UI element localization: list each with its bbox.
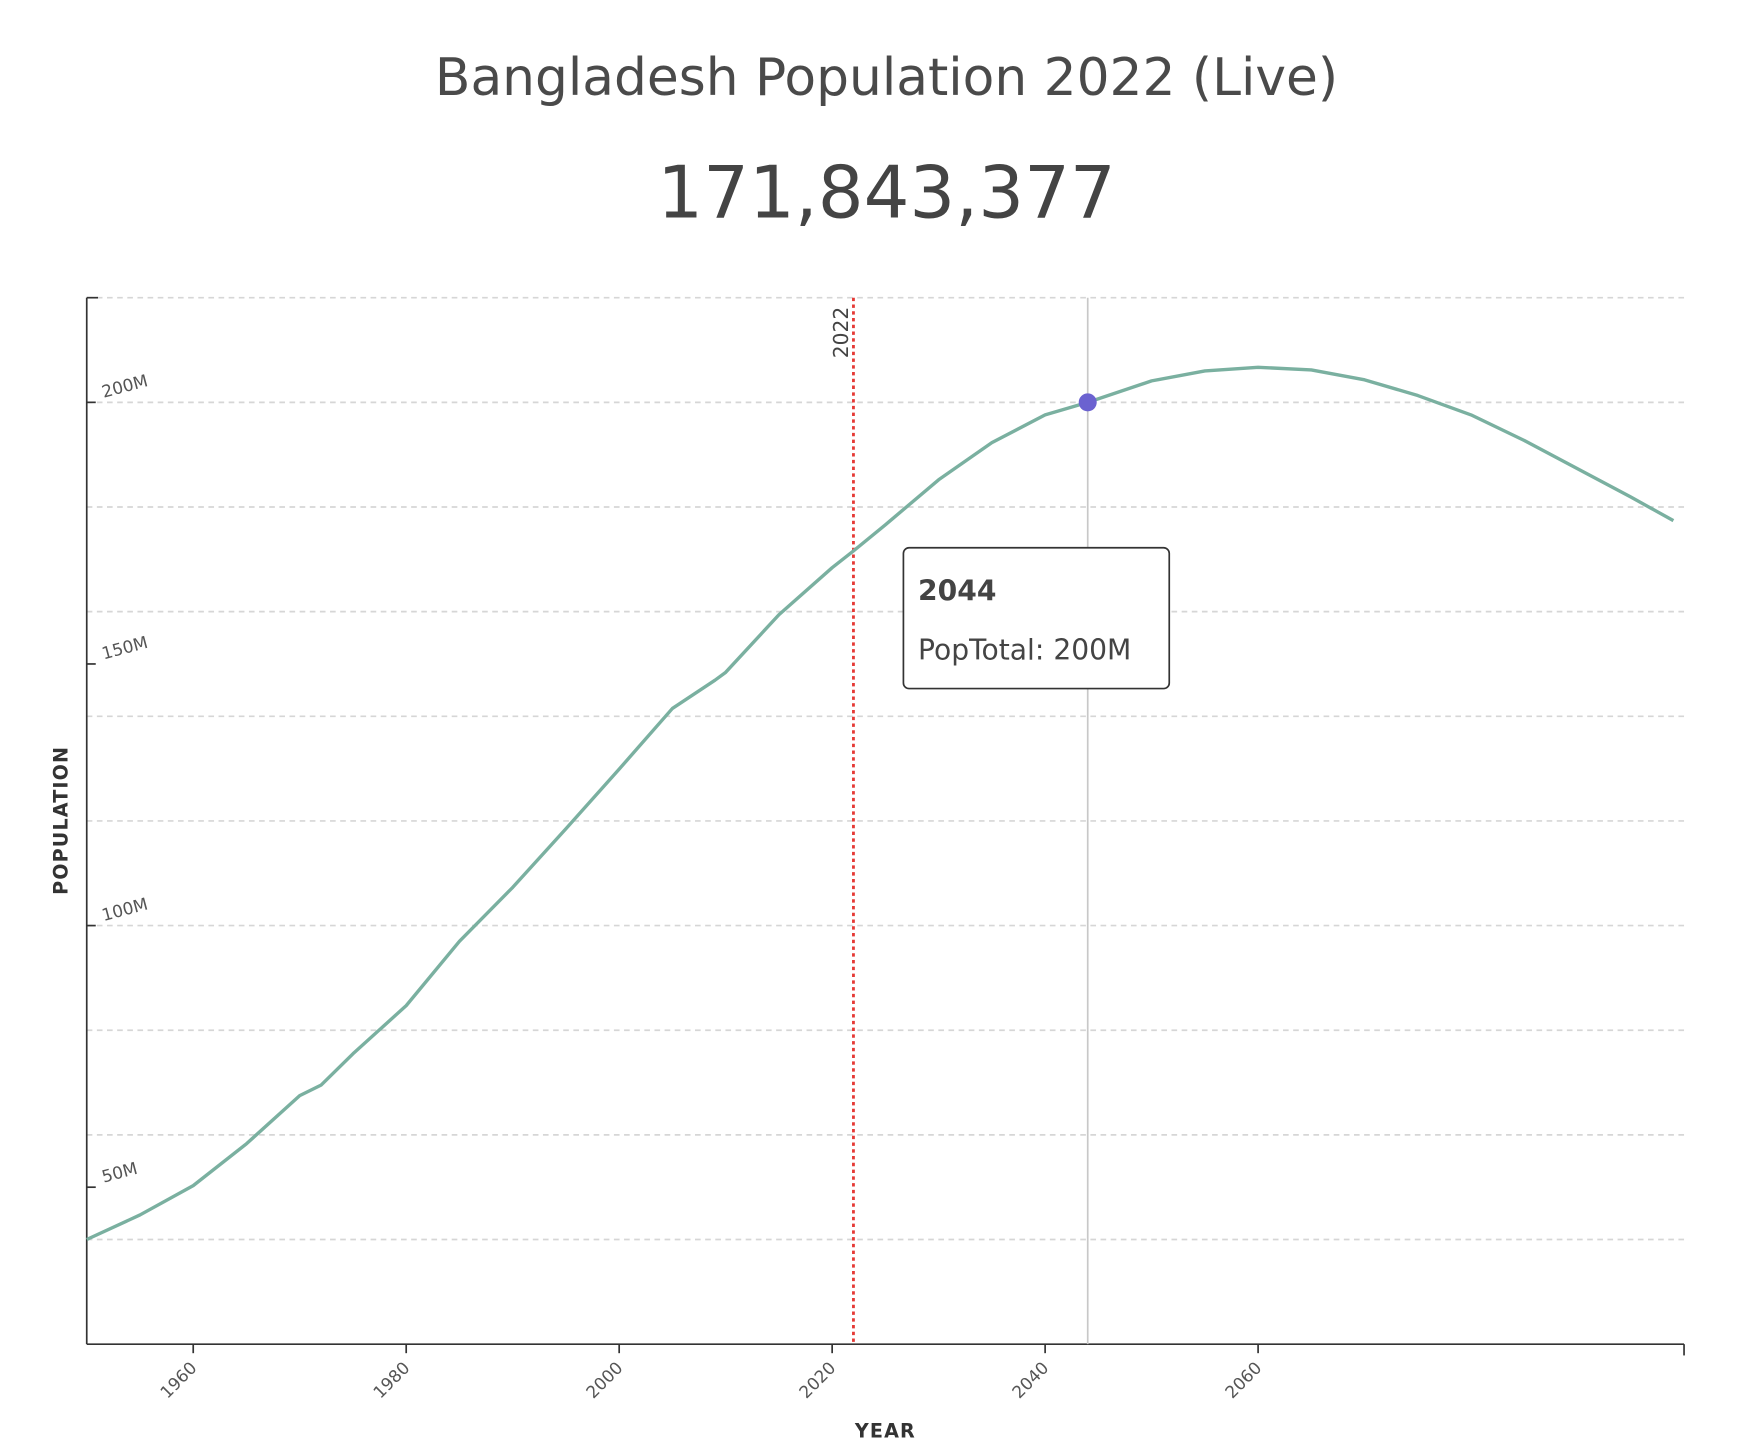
headline: 171,843,377	[657, 152, 1116, 236]
line-series	[86, 365, 1675, 1242]
tooltip-text: PopTotal: 200M	[918, 633, 1131, 666]
y-axis-label: POPULATION	[50, 746, 73, 895]
x-tick-label: 2000	[582, 1358, 627, 1403]
hover-point	[1078, 393, 1097, 412]
x-tick-label: 1980	[369, 1358, 414, 1403]
chart-title: Bangladesh Population 2022 (Live)	[435, 48, 1338, 108]
tooltip-title: 2044	[918, 575, 996, 608]
reference-label: 2022	[829, 307, 853, 359]
x-tick-label: 1960	[156, 1358, 201, 1403]
x-tick-label: 2020	[795, 1358, 840, 1403]
x-axis-label: YEAR	[854, 1420, 916, 1443]
x-tick-label: 2060	[1221, 1358, 1266, 1403]
x-tick-label: 2040	[1008, 1358, 1053, 1403]
y-tick-label: 50M	[99, 1158, 139, 1187]
y-tick-label: 200M	[99, 370, 149, 401]
tooltip: 2044 PopTotal: 200M	[902, 546, 1171, 690]
tooltip-box	[902, 546, 1171, 690]
y-tick-label: 150M	[99, 632, 149, 663]
y-tick-label: 100M	[99, 894, 149, 925]
